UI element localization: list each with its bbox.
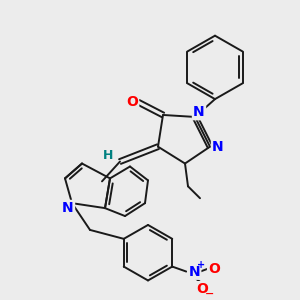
Text: N: N	[188, 265, 200, 278]
Text: N: N	[193, 105, 205, 119]
Text: O: O	[208, 262, 220, 276]
Text: N: N	[212, 140, 224, 154]
Text: N: N	[62, 201, 74, 215]
Text: +: +	[197, 260, 205, 270]
Text: O: O	[126, 95, 138, 109]
Text: H: H	[103, 149, 113, 162]
Text: O: O	[196, 282, 208, 296]
Text: −: −	[205, 289, 214, 299]
